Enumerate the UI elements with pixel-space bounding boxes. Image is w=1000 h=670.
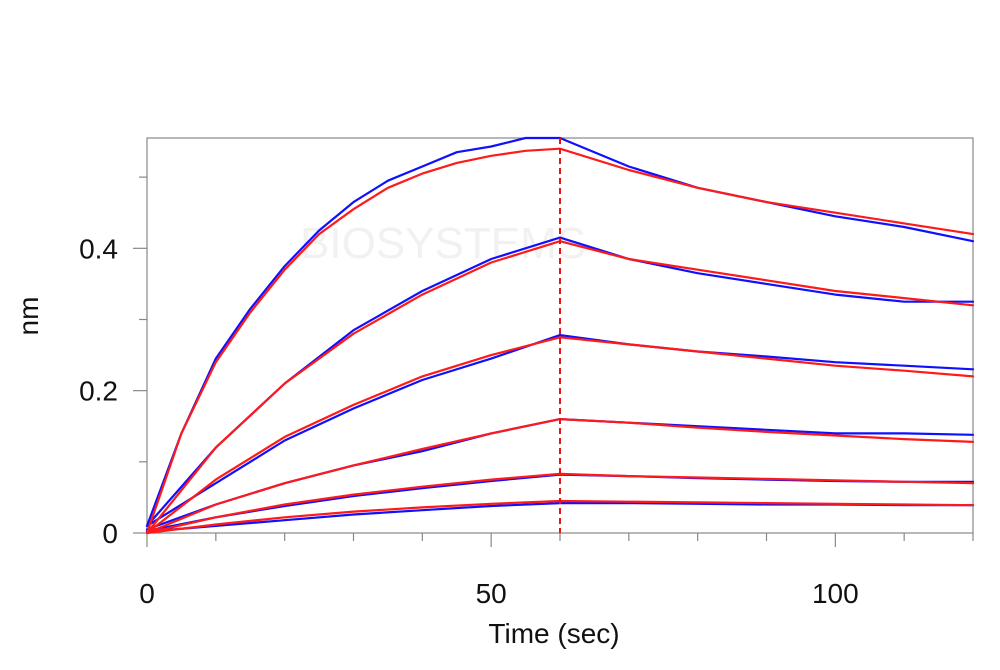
y-tick-label: 0.4 [79,233,118,264]
x-tick-label: 50 [476,578,507,609]
measured-curve-measured-3 [145,334,975,528]
x-axis-title: Time (sec) [488,618,619,649]
axis-ticks [133,176,974,547]
x-tick-label: 100 [812,578,859,609]
y-axis-title: nm [13,297,44,336]
y-tick-label: 0.2 [79,376,118,407]
fit-curve-fit-1 [145,147,975,535]
tick-labels: 0 50 100 0 0.2 0.4 [79,233,859,609]
fit-curve-fit-4 [145,418,975,535]
fit-curve-fit-3 [145,336,975,535]
y-tick-label: 0 [102,518,118,549]
x-tick-label: 0 [139,578,155,609]
